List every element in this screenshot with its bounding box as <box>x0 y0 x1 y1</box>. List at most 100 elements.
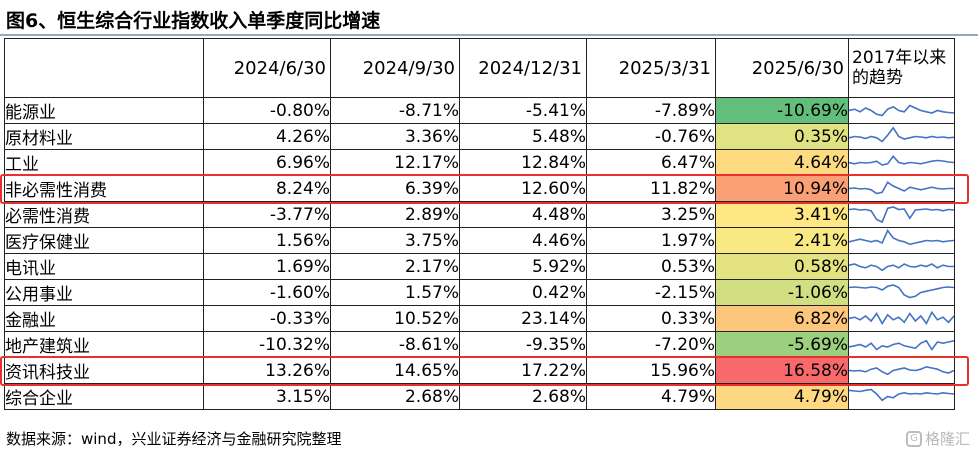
value-cell: -10.32% <box>203 331 331 358</box>
value-cell: 3.75% <box>330 227 460 254</box>
value-cell: -2.15% <box>586 279 716 306</box>
value-cell: 17.22% <box>459 357 587 384</box>
heat-cell: 0.58% <box>715 253 849 280</box>
industry-name: 原材料业 <box>4 123 204 150</box>
value-cell: 23.14% <box>459 305 587 332</box>
industry-revenue-table: 2024/6/30 2024/9/30 2024/12/31 2025/3/31… <box>4 38 955 410</box>
value-cell: 14.65% <box>330 357 460 384</box>
trend-sparkline <box>848 227 955 254</box>
column-header: 2024/9/30 <box>330 38 460 98</box>
value-cell: -3.77% <box>203 201 331 228</box>
table-row: 公用事业 -1.60% 1.57% 0.42% -2.15% -1.06% <box>4 279 955 306</box>
industry-name: 能源业 <box>4 97 204 124</box>
trend-sparkline <box>848 123 955 150</box>
table-row: 原材料业 4.26% 3.36% 5.48% -0.76% 0.35% <box>4 123 955 150</box>
value-cell: 1.69% <box>203 253 331 280</box>
column-header: 2024/6/30 <box>203 38 331 98</box>
sparkline-path <box>849 285 954 298</box>
heat-cell: 6.82% <box>715 305 849 332</box>
value-cell: 2.89% <box>330 201 460 228</box>
value-cell: 0.53% <box>586 253 716 280</box>
sparkline-path <box>849 312 954 323</box>
trend-sparkline <box>848 253 955 280</box>
table-row: 医疗保健业 1.56% 3.75% 4.46% 1.97% 2.41% <box>4 227 955 254</box>
value-cell: 0.42% <box>459 279 587 306</box>
heat-cell: 3.41% <box>715 201 849 228</box>
trend-column-header: 2017年以来的趋势 <box>848 38 955 98</box>
chart-title: 图6、恒生综合行业指数收入单季度同比增速 <box>6 10 381 32</box>
trend-sparkline <box>848 201 955 228</box>
value-cell: 13.26% <box>203 357 331 384</box>
sparkline-path <box>849 182 954 193</box>
value-cell: 4.79% <box>586 383 716 410</box>
value-cell: 2.68% <box>459 383 587 410</box>
value-cell: -0.33% <box>203 305 331 332</box>
sparkline-path <box>849 341 954 350</box>
value-cell: 10.52% <box>330 305 460 332</box>
value-cell: -8.61% <box>330 331 460 358</box>
value-cell: -5.41% <box>459 97 587 124</box>
value-cell: -0.80% <box>203 97 331 124</box>
heat-cell: -5.69% <box>715 331 849 358</box>
value-cell: 5.92% <box>459 253 587 280</box>
value-cell: 6.39% <box>330 175 460 202</box>
trend-sparkline <box>848 279 955 306</box>
industry-name: 资讯科技业 <box>4 357 204 384</box>
source-note: 数据来源：wind，兴业证券经济与金融研究院整理 <box>6 430 342 448</box>
value-cell: 12.17% <box>330 149 460 176</box>
table-body: 能源业 -0.80% -8.71% -5.41% -7.89% -10.69% 原材料业 4.… <box>4 97 955 410</box>
value-cell: 4.26% <box>203 123 331 150</box>
heat-cell: 10.94% <box>715 175 849 202</box>
value-cell: 1.97% <box>586 227 716 254</box>
value-cell: 6.47% <box>586 149 716 176</box>
value-cell: 3.25% <box>586 201 716 228</box>
industry-name: 工业 <box>4 149 204 176</box>
value-cell: -0.76% <box>586 123 716 150</box>
heat-cell: 2.41% <box>715 227 849 254</box>
heat-cell: -1.06% <box>715 279 849 306</box>
heat-cell: 4.64% <box>715 149 849 176</box>
heat-cell: 0.35% <box>715 123 849 150</box>
sparkline-path <box>849 231 954 245</box>
table-row: 必需性消费 -3.77% 2.89% 4.48% 3.25% 3.41% <box>4 201 955 228</box>
value-cell: 4.46% <box>459 227 587 254</box>
value-cell: 4.48% <box>459 201 587 228</box>
corner-cell <box>4 38 204 98</box>
table-row: 电讯业 1.69% 2.17% 5.92% 0.53% 0.58% <box>4 253 955 280</box>
trend-sparkline <box>848 97 955 124</box>
column-header: 2025/6/30 <box>715 38 849 98</box>
trend-sparkline <box>848 305 955 332</box>
value-cell: 12.60% <box>459 175 587 202</box>
industry-name: 地产建筑业 <box>4 331 204 358</box>
value-cell: -7.20% <box>586 331 716 358</box>
value-cell: 0.33% <box>586 305 716 332</box>
sparkline-path <box>849 106 954 116</box>
trend-sparkline <box>848 357 955 384</box>
value-cell: 1.56% <box>203 227 331 254</box>
table-row: 非必需性消费 8.24% 6.39% 12.60% 11.82% 10.94% <box>4 175 955 202</box>
industry-name: 电讯业 <box>4 253 204 280</box>
industry-name: 综合企业 <box>4 383 204 410</box>
industry-name: 必需性消费 <box>4 201 204 228</box>
value-cell: 15.96% <box>586 357 716 384</box>
value-cell: 5.48% <box>459 123 587 150</box>
heat-cell: -10.69% <box>715 97 849 124</box>
table-row: 地产建筑业 -10.32% -8.61% -9.35% -7.20% -5.69% <box>4 331 955 358</box>
value-cell: 6.96% <box>203 149 331 176</box>
table-row: 金融业 -0.33% 10.52% 23.14% 0.33% 6.82% <box>4 305 955 332</box>
value-cell: 12.84% <box>459 149 587 176</box>
value-cell: -9.35% <box>459 331 587 358</box>
header-row: 2024/6/30 2024/9/30 2024/12/31 2025/3/31… <box>4 38 955 98</box>
value-cell: 2.68% <box>330 383 460 410</box>
value-cell: -7.89% <box>586 97 716 124</box>
trend-sparkline <box>848 175 955 202</box>
trend-sparkline <box>848 149 955 176</box>
sparkline-path <box>849 156 954 165</box>
value-cell: 1.57% <box>330 279 460 306</box>
value-cell: 3.15% <box>203 383 331 410</box>
watermark-text: 格隆汇 <box>924 430 970 448</box>
sparkline-path <box>849 128 954 142</box>
value-cell: 2.17% <box>330 253 460 280</box>
column-header: 2025/3/31 <box>586 38 716 98</box>
value-cell: 8.24% <box>203 175 331 202</box>
